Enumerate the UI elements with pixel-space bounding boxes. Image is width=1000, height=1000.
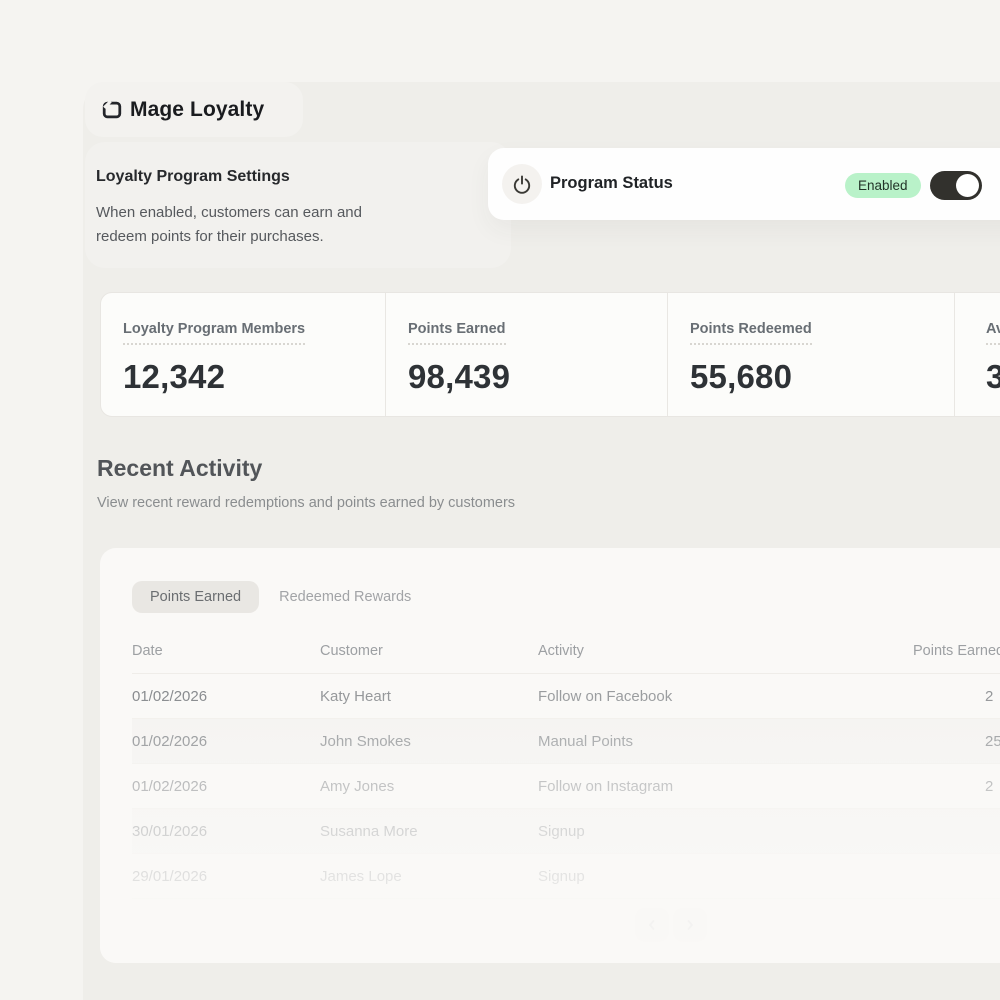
program-status-card: Program Status Enabled	[488, 148, 1000, 220]
status-badge: Enabled	[845, 173, 921, 198]
stat-label: Points Earned	[408, 321, 506, 345]
stat-label: Av	[986, 321, 1000, 345]
cell-activity: Follow on Facebook	[538, 687, 673, 705]
recent-activity-card: Points Earned Redeemed Rewards Date Cust…	[100, 548, 1000, 963]
cell-date: 29/01/2026	[132, 867, 208, 885]
cell-date: 01/02/2026	[132, 687, 208, 705]
settings-description: When enabled, customers can earn and red…	[96, 204, 362, 245]
chevron-left-icon	[649, 920, 655, 930]
table-row: 01/02/2026 John Smokes Manual Points 25	[132, 719, 1000, 764]
power-icon	[502, 164, 542, 204]
program-status-label: Program Status	[550, 174, 673, 192]
table-row: 01/02/2026 Katy Heart Follow on Facebook…	[132, 674, 1000, 719]
column-header-customer: Customer	[320, 642, 383, 659]
tab-redeemed-rewards[interactable]: Redeemed Rewards	[279, 589, 412, 605]
table-row: 29/01/2026 James Lope Signup	[132, 854, 1000, 899]
stat-card-members: Loyalty Program Members 12,342	[101, 293, 385, 416]
activity-table: Date Customer Activity Points Earned 01/…	[132, 628, 1000, 899]
chevron-right-icon	[687, 920, 693, 930]
cell-customer: Amy Jones	[320, 777, 395, 795]
cell-customer: Katy Heart	[320, 687, 391, 705]
cell-date: 01/02/2026	[132, 732, 208, 750]
tab-points-earned[interactable]: Points Earned	[132, 581, 260, 613]
app-header: Mage Loyalty	[85, 82, 303, 137]
toggle-knob	[956, 174, 979, 197]
pagination-next-button[interactable]	[673, 908, 707, 942]
cell-activity: Signup	[538, 867, 585, 885]
cell-points: 25	[985, 732, 1000, 750]
stat-label: Loyalty Program Members	[123, 321, 306, 345]
settings-heading: Loyalty Program Settings	[96, 168, 290, 185]
cell-activity: Manual Points	[538, 732, 634, 750]
stat-card-points-earned: Points Earned 98,439	[385, 293, 667, 416]
cell-customer: James Lope	[320, 867, 402, 885]
stat-value: 3	[986, 358, 1000, 395]
stat-label: Points Redeemed	[690, 321, 812, 345]
cell-date: 30/01/2026	[132, 822, 208, 840]
activity-tabs: Points Earned Redeemed Rewards	[132, 581, 411, 613]
table-header-row: Date Customer Activity Points Earned	[132, 628, 1000, 674]
stat-card-clipped: Av 3	[954, 293, 1000, 416]
cell-points: 2	[985, 777, 994, 795]
recent-activity-subtitle: View recent reward redemptions and point…	[97, 495, 516, 511]
column-header-activity: Activity	[538, 642, 584, 659]
column-header-date: Date	[132, 642, 163, 659]
cell-activity: Signup	[538, 822, 585, 840]
settings-block: Loyalty Program Settings When enabled, c…	[85, 142, 511, 268]
cell-activity: Follow on Instagram	[538, 777, 674, 795]
stat-value: 98,439	[408, 358, 511, 395]
cell-points: 2	[985, 687, 994, 705]
cell-date: 01/02/2026	[132, 777, 208, 795]
pagination-prev-button[interactable]	[635, 908, 669, 942]
stat-value: 55,680	[690, 358, 793, 395]
stat-card-points-redeemed: Points Redeemed 55,680	[667, 293, 954, 416]
table-row: 01/02/2026 Amy Jones Follow on Instagram…	[132, 764, 1000, 809]
column-header-points-earned: Points Earned	[913, 642, 1000, 659]
stat-value: 12,342	[123, 358, 226, 395]
pagination	[635, 908, 707, 942]
mage-loyalty-logo-icon	[101, 99, 123, 121]
app-title: Mage Loyalty	[130, 97, 265, 121]
program-status-toggle[interactable]	[930, 171, 982, 200]
cell-customer: John Smokes	[320, 732, 411, 750]
stats-row: Loyalty Program Members 12,342 Points Ea…	[100, 292, 1000, 417]
recent-activity-heading: Recent Activity	[97, 455, 263, 481]
cell-customer: Susanna More	[320, 822, 418, 840]
table-row: 30/01/2026 Susanna More Signup	[132, 809, 1000, 854]
